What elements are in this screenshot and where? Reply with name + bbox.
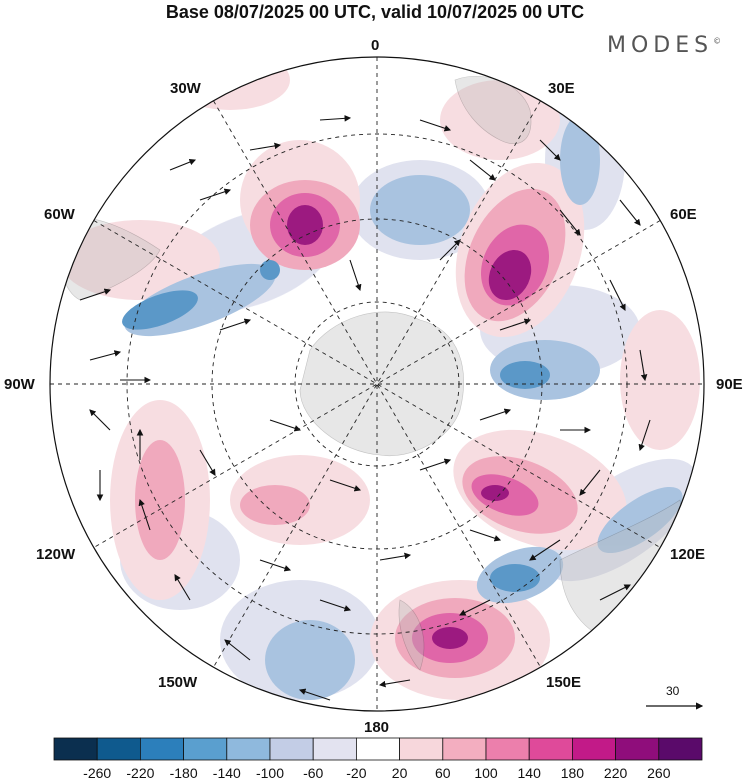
colorbar-tick-label: 100 (474, 765, 498, 781)
graticule (50, 57, 704, 711)
colorbar-tick-label: 60 (435, 765, 451, 781)
colorbar-swatch (485, 737, 530, 761)
colorbar-tick-label: 180 (560, 765, 585, 781)
colorbar-tick-label: -20 (346, 765, 367, 781)
colorbar-tick-label: -140 (212, 765, 241, 781)
lon-label-120w: 120W (36, 546, 76, 563)
anomaly-core-positive (287, 205, 532, 649)
colorbar-swatch (399, 737, 444, 761)
colorbar-tick-label: 260 (647, 765, 671, 781)
colorbar (53, 737, 703, 761)
anomaly-strong-negative (122, 260, 550, 592)
colorbar-swatch (269, 737, 314, 761)
lon-label-150e: 150E (546, 674, 582, 691)
lon-label-150w: 150W (158, 674, 198, 691)
colorbar-swatch (139, 737, 184, 761)
lon-label-90e: 90E (716, 376, 743, 393)
colorbar-swatch (96, 737, 141, 761)
lon-label-120e: 120E (670, 546, 706, 563)
colorbar-tick-label: 220 (603, 765, 628, 781)
colorbar-swatch (355, 737, 400, 761)
colorbar-tick-label: -180 (169, 765, 198, 781)
lon-label-60e: 60E (670, 206, 697, 223)
lon-label-90w: 90W (4, 376, 35, 393)
colorbar-swatch (572, 737, 617, 761)
colorbar-swatch (183, 737, 228, 761)
colorbar-tick-label: -100 (255, 765, 285, 781)
colorbar-swatch (442, 737, 487, 761)
colorbar-swatch (615, 737, 660, 761)
colorbar-swatch (312, 737, 357, 761)
colorbar-tick-label: -260 (83, 765, 112, 781)
colorbar-tick-label: 140 (517, 765, 541, 781)
colorbar-swatch (53, 737, 98, 761)
brand-text: MODES (607, 33, 714, 58)
vector-scale-label: 30 (666, 684, 680, 698)
lon-label-30e: 30E (548, 80, 575, 97)
lon-label-60w: 60W (44, 206, 75, 223)
lon-label-180: 180 (364, 719, 390, 736)
colorbar-tick-label: -60 (303, 765, 324, 781)
colorbar-swatch (658, 737, 703, 761)
lon-label-0: 0 (371, 37, 380, 54)
map-title: Base 08/07/2025 00 UTC, valid 10/07/2025… (165, 2, 585, 22)
lon-label-30w: 30W (170, 80, 201, 97)
brand-copyright-mark: © (713, 36, 722, 46)
field-layer (50, 57, 704, 711)
modes-logo: MODES© (607, 33, 721, 58)
wind-vectors (79, 115, 651, 701)
colorbar-swatch (226, 737, 271, 761)
map-boundary (49, 56, 705, 712)
colorbar-tick-label: -220 (126, 765, 155, 781)
colorbar-swatch (528, 737, 573, 761)
colorbar-tick-label: 20 (391, 765, 408, 781)
